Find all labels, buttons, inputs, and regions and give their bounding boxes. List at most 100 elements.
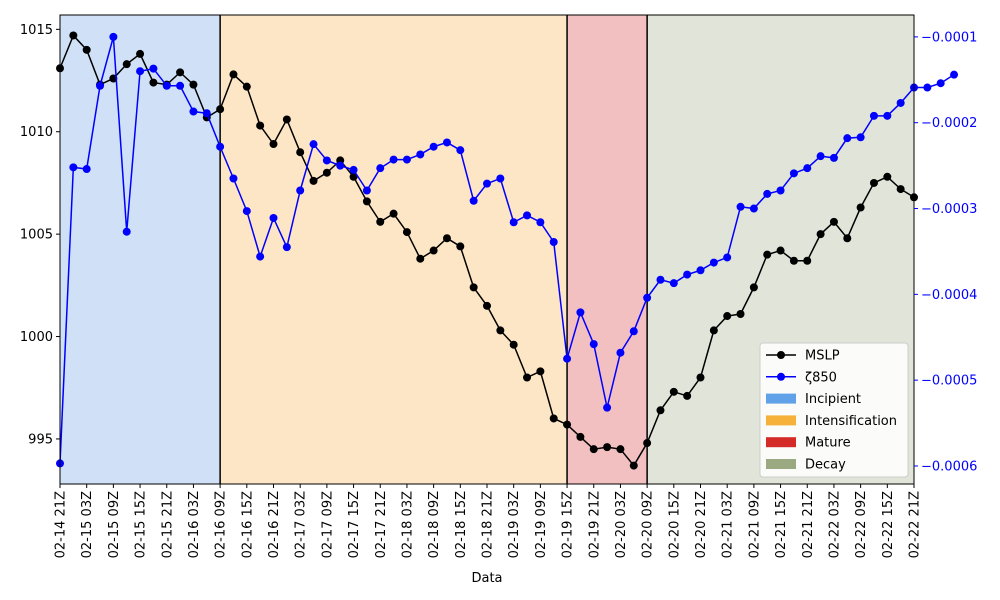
x-tick-label: 02-14 21Z [54, 491, 69, 558]
x-axis-label: Data [471, 571, 502, 586]
data-point [549, 414, 558, 423]
data-point [936, 79, 945, 88]
data-point [269, 213, 278, 222]
data-point [749, 283, 758, 292]
data-point [442, 234, 451, 243]
data-point [416, 254, 425, 263]
data-point [950, 70, 959, 79]
data-point [923, 83, 932, 92]
data-point [696, 266, 705, 275]
data-point [122, 227, 131, 236]
data-point [536, 218, 545, 227]
y-left-tick-label: 995 [28, 432, 53, 447]
data-point [669, 387, 678, 396]
data-point [456, 146, 465, 155]
x-tick-label: 02-15 21Z [160, 491, 175, 558]
x-tick-label: 02-20 03Z [614, 491, 629, 558]
data-point [523, 211, 532, 220]
x-tick-label: 02-19 09Z [534, 491, 549, 558]
data-point [416, 150, 425, 159]
data-point [816, 152, 825, 161]
y-right-tick-label: −0.0005 [921, 374, 977, 389]
data-point [496, 326, 505, 335]
data-point [763, 189, 772, 198]
data-point [549, 237, 558, 246]
data-point [883, 172, 892, 181]
data-point [256, 252, 265, 261]
data-point [282, 243, 291, 252]
data-point [309, 140, 318, 149]
x-tick-label: 02-22 03Z [827, 491, 842, 558]
x-tick-label: 02-16 03Z [187, 491, 202, 558]
x-tick-label: 02-17 03Z [294, 491, 309, 558]
y-right-tick-label: −0.0004 [921, 288, 977, 303]
data-point [829, 217, 838, 226]
legend-label: Incipient [805, 392, 861, 407]
data-point [643, 293, 652, 302]
data-point [456, 242, 465, 251]
legend-label: MSLP [805, 349, 840, 364]
y-right-tick-label: −0.0001 [921, 30, 977, 45]
legend-patch-mature [766, 437, 796, 448]
data-point [563, 354, 572, 363]
data-point [229, 174, 238, 183]
data-point [402, 155, 411, 164]
data-point [282, 115, 291, 124]
data-point [296, 148, 305, 157]
data-point [816, 230, 825, 239]
data-point [629, 461, 638, 470]
data-point [149, 78, 158, 87]
x-tick-label: 02-22 09Z [854, 491, 869, 558]
data-point [176, 68, 185, 77]
data-point [629, 327, 638, 336]
data-point [362, 197, 371, 206]
data-point [843, 134, 852, 143]
data-point [669, 279, 678, 288]
legend-label: Intensification [805, 414, 897, 429]
data-point [483, 179, 491, 188]
phase-band-mature [567, 15, 648, 484]
data-point [883, 111, 892, 120]
data-point [376, 164, 385, 173]
data-point [429, 246, 438, 255]
data-point [763, 250, 772, 259]
data-point [216, 142, 225, 151]
data-point [82, 165, 91, 174]
data-point [509, 340, 518, 349]
data-point [709, 258, 718, 267]
data-point [189, 107, 198, 116]
data-point [296, 186, 305, 195]
data-point [723, 253, 732, 262]
data-point [563, 420, 572, 429]
data-point [509, 218, 518, 227]
data-point [69, 163, 78, 172]
data-point [536, 367, 545, 376]
legend-box [759, 342, 909, 478]
data-point [789, 169, 798, 178]
data-point [229, 70, 238, 79]
data-point [336, 161, 345, 170]
legend-patch-decay [766, 459, 796, 469]
x-tick-label: 02-15 09Z [107, 491, 122, 558]
data-point [576, 432, 585, 441]
legend-label: Decay [805, 458, 846, 473]
x-tick-label: 02-16 21Z [267, 491, 282, 558]
data-point [242, 207, 251, 216]
data-point [749, 204, 758, 213]
data-point [69, 31, 78, 40]
legend-label: ζ850 [805, 370, 837, 385]
legend-marker [777, 372, 785, 381]
data-point [469, 283, 478, 292]
data-point [776, 186, 785, 195]
data-point [523, 373, 532, 382]
data-point [82, 45, 91, 54]
legend-patch-intensification [766, 415, 796, 426]
x-tick-label: 02-17 21Z [374, 491, 389, 558]
x-tick-label: 02-17 15Z [347, 491, 362, 558]
data-point [896, 185, 905, 194]
data-point [616, 445, 625, 454]
data-point [429, 142, 438, 151]
data-point [803, 256, 812, 265]
data-point [856, 133, 865, 142]
